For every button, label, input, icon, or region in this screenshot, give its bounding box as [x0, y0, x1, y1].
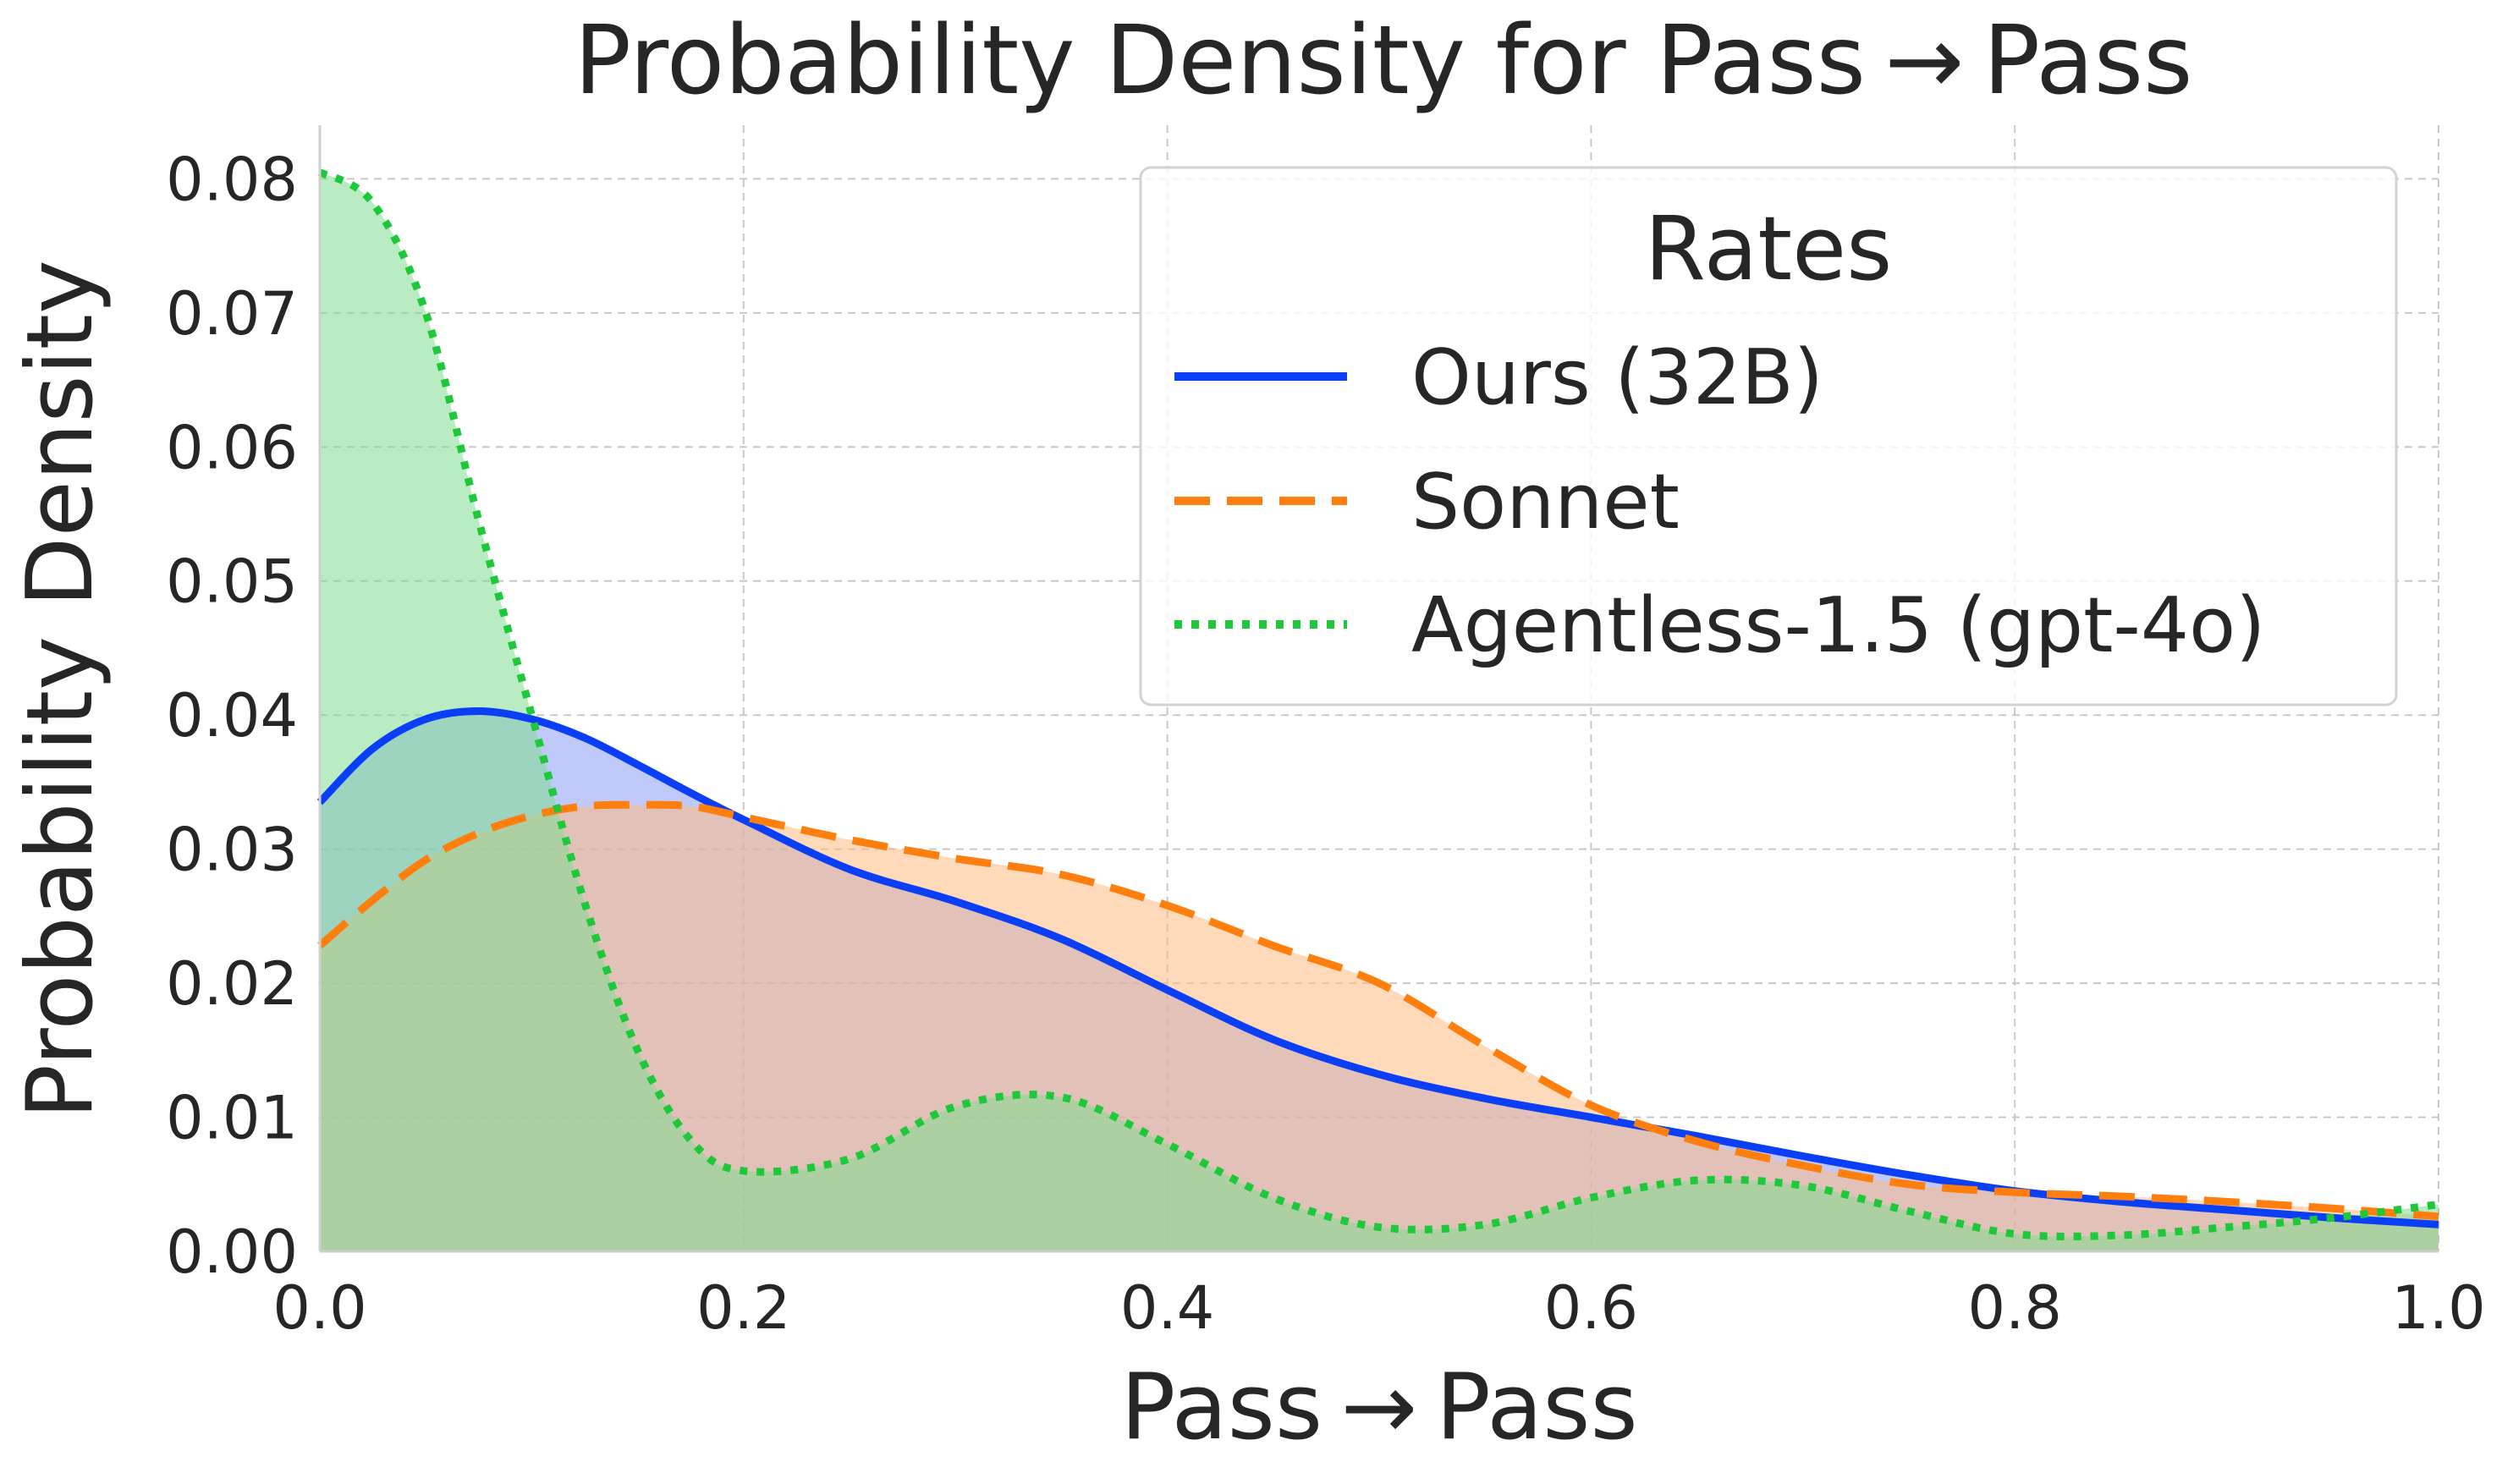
y-tick-label-0: 0.00: [166, 1217, 298, 1287]
y-tick-label-5: 0.05: [166, 547, 298, 617]
density-fill-sonnet: [320, 805, 2439, 1251]
legend-label-ours-32b: Ours (32B): [1411, 333, 1823, 422]
density-fills: [320, 172, 2439, 1252]
x-tick-label-5: 1.0: [2391, 1273, 2485, 1343]
y-tick-label-7: 0.07: [166, 279, 298, 349]
y-tick-label-4: 0.04: [166, 681, 298, 750]
x-tick-labels: 0.0 0.2 0.4 0.6 0.8 1.0: [272, 1273, 2485, 1343]
x-tick-label-3: 0.6: [1544, 1273, 1638, 1343]
chart-title: Probability Density for Pass → Pass: [575, 6, 2193, 116]
x-tick-label-2: 0.4: [1120, 1273, 1214, 1343]
y-tick-label-8: 0.08: [166, 145, 298, 214]
y-axis-label: Probability Density: [8, 260, 113, 1119]
legend: Rates Ours (32B) Sonnet Agentless-1.5 (gpt…: [1139, 166, 2398, 706]
density-lines: [316, 168, 2439, 1240]
density-fill-agentless-1-5-gpt-4o: [320, 172, 2439, 1252]
legend-entries: Ours (32B) Sonnet Agentless-1.5 (gpt-4o): [1174, 333, 2265, 670]
legend-title: Rates: [1645, 197, 1893, 300]
density-line-sonnet: [317, 800, 2439, 1221]
y-tick-label-3: 0.03: [166, 816, 298, 885]
density-line-agentless-1-5-gpt-4o: [317, 168, 2439, 1240]
y-tick-label-1: 0.01: [166, 1084, 298, 1153]
density-line-ours-32b: [316, 706, 2439, 1228]
y-tick-label-2: 0.02: [166, 949, 298, 1019]
y-tick-labels: 0.00 0.01 0.02 0.03 0.04 0.05 0.06 0.07 0.08: [166, 145, 298, 1287]
legend-label-agentless-1-5-gpt-4o: Agentless-1.5 (gpt-4o): [1411, 581, 2265, 670]
x-axis-label: Pass → Pass: [1120, 1355, 1638, 1460]
legend-label-sonnet: Sonnet: [1411, 458, 1680, 547]
legend-box: [1139, 166, 2398, 706]
x-tick-label-1: 0.2: [696, 1273, 790, 1343]
x-tick-label-4: 0.8: [1968, 1273, 2062, 1343]
y-tick-label-6: 0.06: [166, 413, 298, 482]
x-tick-label-0: 0.0: [272, 1273, 366, 1343]
